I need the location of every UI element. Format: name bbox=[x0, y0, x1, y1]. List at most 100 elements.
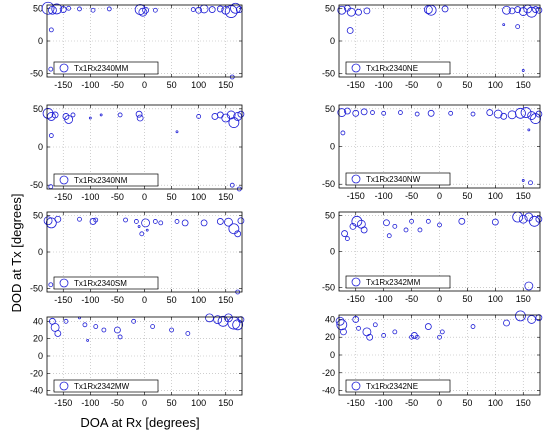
scatter-panel-3: -150 -100 -50 0 50 100 150 -50 0 50 Tx1Rx2340NM bbox=[30, 104, 245, 202]
x-tick-label: -150 bbox=[54, 80, 72, 90]
data-point bbox=[423, 5, 433, 14]
y-tick-label: 50 bbox=[325, 211, 335, 221]
data-point bbox=[195, 6, 203, 14]
x-tick-label: 50 bbox=[167, 295, 177, 305]
x-tick-label: -100 bbox=[375, 294, 393, 304]
y-tick-label: -40 bbox=[322, 386, 335, 396]
data-point bbox=[398, 110, 403, 115]
data-point bbox=[527, 315, 537, 324]
data-point bbox=[439, 329, 445, 335]
data-point bbox=[181, 219, 189, 227]
x-tick-label: -50 bbox=[111, 80, 124, 90]
data-point bbox=[228, 223, 240, 235]
data-point bbox=[134, 4, 146, 15]
x-tick-label: 50 bbox=[167, 80, 177, 90]
data-point bbox=[237, 110, 245, 118]
data-point bbox=[424, 323, 432, 330]
data-point bbox=[527, 111, 537, 120]
data-point bbox=[427, 109, 435, 117]
data-point bbox=[425, 218, 431, 224]
data-point bbox=[503, 319, 510, 327]
data-point bbox=[229, 182, 235, 188]
x-tick-label: -50 bbox=[111, 192, 124, 202]
data-point bbox=[515, 24, 521, 30]
legend-label: Tx1Rx2342NE bbox=[366, 382, 418, 391]
x-tick-label: -150 bbox=[347, 398, 365, 408]
data-point bbox=[64, 115, 74, 124]
x-tick-label: 0 bbox=[142, 80, 147, 90]
y-tick-label: -20 bbox=[322, 368, 335, 378]
x-tick-label: 0 bbox=[437, 80, 442, 90]
data-point bbox=[41, 1, 55, 15]
legend-box bbox=[345, 172, 451, 186]
x-tick-label: 100 bbox=[191, 192, 206, 202]
x-tick-label: 0 bbox=[142, 295, 147, 305]
x-tick-label: -50 bbox=[405, 80, 418, 90]
data-point bbox=[117, 334, 123, 340]
data-point bbox=[152, 7, 158, 13]
legend-label: Tx1Rx2340MM bbox=[74, 64, 129, 73]
data-point bbox=[237, 217, 245, 225]
legend-label: Tx1Rx2342MW bbox=[74, 382, 130, 391]
x-tick-label: -50 bbox=[111, 398, 124, 408]
data-point bbox=[502, 5, 511, 15]
data-point bbox=[352, 316, 360, 323]
y-tick-label: -50 bbox=[30, 69, 43, 79]
data-point bbox=[521, 179, 525, 182]
data-point bbox=[386, 233, 392, 239]
x-tick-label: -150 bbox=[54, 398, 72, 408]
data-point bbox=[532, 6, 539, 13]
y-tick-label: 0 bbox=[330, 142, 335, 152]
y-tick-label: -50 bbox=[322, 282, 335, 292]
data-point bbox=[437, 222, 442, 228]
data-point bbox=[169, 327, 174, 333]
data-point bbox=[336, 319, 348, 331]
data-point bbox=[337, 108, 347, 117]
scatter-panel-6: -150 -100 -50 0 50 100 150 -50 0 50 Tx1Rx2342MM bbox=[322, 211, 543, 304]
data-point bbox=[106, 6, 112, 12]
data-point bbox=[117, 112, 123, 118]
x-tick-label: 100 bbox=[191, 398, 206, 408]
axes-frame bbox=[338, 4, 541, 78]
data-point bbox=[50, 322, 60, 332]
x-tick-label: -100 bbox=[81, 295, 99, 305]
data-point bbox=[335, 316, 345, 326]
data-point bbox=[175, 130, 179, 134]
data-point bbox=[190, 7, 196, 12]
data-point bbox=[363, 7, 371, 15]
x-tick-label: 50 bbox=[462, 191, 472, 201]
data-point bbox=[139, 231, 145, 237]
y-tick-label: 50 bbox=[325, 104, 335, 114]
data-point bbox=[356, 325, 361, 331]
data-point bbox=[93, 324, 99, 329]
data-point bbox=[63, 318, 69, 324]
data-point bbox=[54, 330, 62, 337]
data-point bbox=[491, 218, 499, 226]
x-tick-label: 150 bbox=[218, 295, 233, 305]
legend-box bbox=[53, 61, 159, 75]
data-point bbox=[135, 110, 143, 118]
data-point bbox=[381, 110, 387, 116]
data-point bbox=[355, 8, 362, 16]
y-tick-label: 50 bbox=[33, 211, 43, 221]
data-point bbox=[158, 220, 164, 226]
legend-box bbox=[53, 276, 159, 290]
data-point bbox=[51, 111, 59, 119]
legend-marker bbox=[351, 381, 361, 391]
y-tick-label: 20 bbox=[33, 334, 43, 344]
data-point bbox=[520, 107, 532, 118]
data-point bbox=[145, 228, 149, 232]
data-point bbox=[448, 110, 454, 116]
scatter-panel-4: -150 -100 -50 0 50 100 150 -50 0 50 Tx1Rx2340NW bbox=[322, 104, 543, 201]
axes-frame bbox=[46, 104, 243, 190]
data-point bbox=[174, 219, 180, 224]
x-tick-label: -150 bbox=[54, 295, 72, 305]
axes-frame bbox=[338, 314, 541, 396]
x-tick-label: 100 bbox=[488, 398, 503, 408]
data-point bbox=[45, 217, 57, 229]
data-point bbox=[524, 212, 534, 222]
x-tick-label: -100 bbox=[375, 398, 393, 408]
data-point bbox=[59, 6, 67, 13]
data-point bbox=[529, 215, 540, 227]
